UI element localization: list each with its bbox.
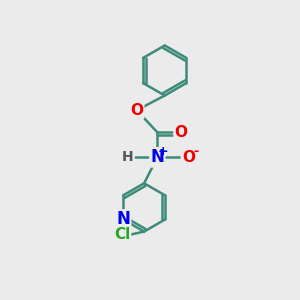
Text: Cl: Cl <box>114 227 130 242</box>
Text: N: N <box>116 211 130 229</box>
Text: -: - <box>193 145 198 158</box>
Text: O: O <box>182 150 195 165</box>
Text: O: O <box>130 103 143 118</box>
Text: +: + <box>158 145 169 158</box>
Text: N: N <box>150 148 164 166</box>
Text: H: H <box>122 150 134 164</box>
Text: O: O <box>174 125 188 140</box>
